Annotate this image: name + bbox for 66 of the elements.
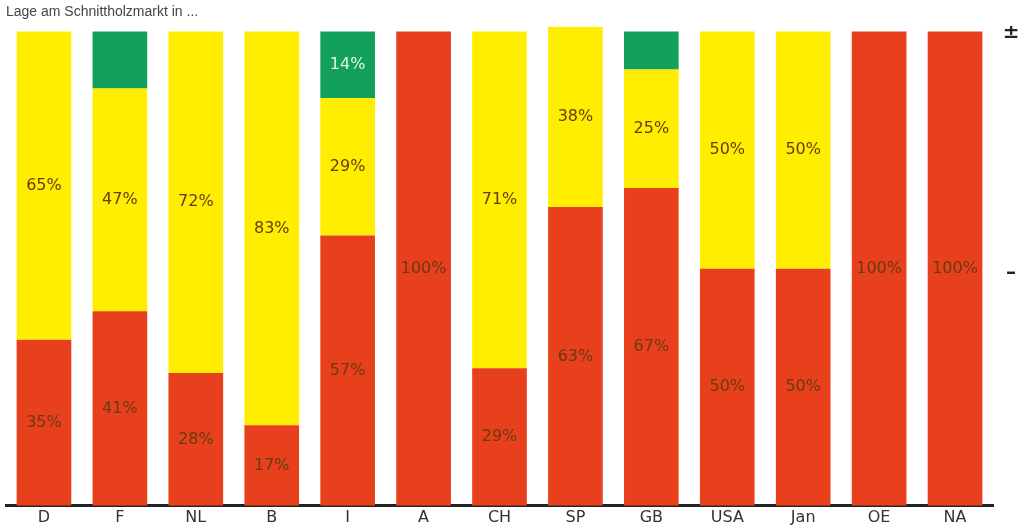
- data-label: 38%: [557, 106, 594, 126]
- bar: [92, 88, 148, 312]
- x-tick-label: CH: [487, 506, 512, 526]
- data-label: 41%: [102, 397, 138, 417]
- data-label: 71%: [481, 189, 518, 209]
- x-tick-label: Jan: [789, 506, 816, 526]
- bar: [16, 31, 72, 340]
- bar: [624, 188, 679, 506]
- bar: [927, 31, 983, 506]
- bar: [92, 311, 148, 506]
- bar: [775, 31, 831, 269]
- x-tick-label: OE: [867, 506, 891, 526]
- x-tick-label: B: [266, 506, 278, 526]
- bar: [775, 268, 831, 506]
- data-label: 29%: [329, 155, 366, 175]
- data-label: 72%: [178, 191, 214, 211]
- data-label: 100%: [400, 257, 447, 277]
- text: ±: [1002, 19, 1020, 43]
- bar: [320, 97, 375, 236]
- x-tick-label: NL: [185, 506, 207, 526]
- data-label: 50%: [709, 139, 746, 159]
- x-tick-label: GB: [639, 506, 664, 526]
- bar: [168, 31, 224, 374]
- bar: [244, 31, 300, 426]
- bar: [244, 425, 300, 506]
- bar: [851, 31, 907, 506]
- bar: [320, 235, 375, 506]
- data-label: 14%: [329, 53, 366, 73]
- data-label: 100%: [932, 257, 978, 277]
- data-label: 25%: [633, 117, 670, 137]
- data-label: 100%: [856, 257, 902, 277]
- data-label: 47%: [102, 189, 138, 209]
- chart-title: Lage am Schnittholzmarkt in ...: [6, 3, 199, 20]
- bar: [472, 31, 527, 369]
- bar: [699, 268, 755, 506]
- bar: [548, 207, 603, 506]
- data-label: 50%: [785, 376, 821, 396]
- bar: [320, 31, 375, 98]
- bar: [548, 26, 603, 208]
- bar: [472, 368, 527, 506]
- data-label: 50%: [785, 139, 821, 159]
- data-label: 67%: [633, 336, 670, 356]
- bar: [92, 31, 148, 89]
- x-tick-label: I: [345, 506, 351, 526]
- x-tick-label: SP: [565, 506, 586, 526]
- x-tick-label: NA: [943, 506, 967, 526]
- x-tick-label: USA: [710, 506, 744, 526]
- bar: [699, 31, 755, 269]
- x-tick-label: D: [37, 506, 51, 526]
- data-label: 29%: [481, 426, 518, 446]
- x-tick-label: A: [418, 506, 430, 526]
- bar: [396, 31, 451, 506]
- data-label: 17%: [253, 454, 290, 474]
- data-label: 28%: [178, 428, 214, 448]
- data-label: 63%: [557, 345, 594, 365]
- x-tick-label: F: [115, 506, 125, 526]
- bar: [624, 31, 679, 70]
- bar: [16, 339, 72, 506]
- data-label: 57%: [329, 359, 366, 379]
- data-label: 83%: [253, 217, 290, 237]
- bar: [624, 69, 679, 189]
- data-label: 35%: [26, 411, 62, 431]
- data-label: 50%: [709, 376, 746, 396]
- data-label: 65%: [26, 174, 62, 194]
- bar: [168, 373, 224, 506]
- text: –: [1006, 258, 1016, 283]
